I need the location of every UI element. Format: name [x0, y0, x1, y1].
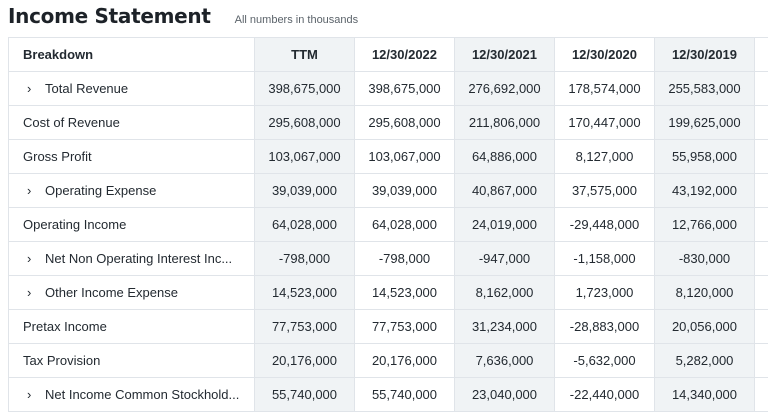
- row-label-text: Other Income Expense: [45, 285, 178, 300]
- row-label[interactable]: › Net Income Common Stockhold...: [9, 378, 255, 411]
- row-label[interactable]: › Net Non Operating Interest Inc...: [9, 242, 255, 275]
- value-cell: -830,000: [655, 242, 755, 275]
- value-cell: 55,740,000: [255, 378, 355, 411]
- column-header-2021: 12/30/2021: [455, 38, 555, 71]
- value-cell: 12,766,000: [655, 208, 755, 241]
- row-label: Operating Income: [9, 208, 255, 241]
- value-cell: -29,448,000: [555, 208, 655, 241]
- value-cell: -947,000: [455, 242, 555, 275]
- column-header-breakdown: Breakdown: [9, 38, 255, 71]
- row-label[interactable]: › Operating Expense: [9, 174, 255, 207]
- row-label-text: Net Income Common Stockhold...: [45, 387, 240, 402]
- row-label[interactable]: › Total Revenue: [9, 72, 255, 105]
- value-cell: 43,192,000: [655, 174, 755, 207]
- value-cell: 199,625,000: [655, 106, 755, 139]
- value-cell: 64,886,000: [455, 140, 555, 173]
- chevron-right-icon[interactable]: ›: [27, 81, 32, 96]
- value-cell: 276,692,000: [455, 72, 555, 105]
- row-label-text: Cost of Revenue: [23, 115, 120, 130]
- value-cell: 39,039,000: [255, 174, 355, 207]
- units-note: All numbers in thousands: [234, 14, 359, 26]
- value-cell: 23,040,000: [455, 378, 555, 411]
- row-label[interactable]: › Other Income Expense: [9, 276, 255, 309]
- value-cell: -5,632,000: [555, 344, 655, 377]
- value-cell: 77,753,000: [255, 310, 355, 343]
- table-header-row: Breakdown TTM 12/30/2022 12/30/2021 12/3…: [9, 38, 768, 72]
- value-cell: 295,608,000: [255, 106, 355, 139]
- column-header-2020: 12/30/2020: [555, 38, 655, 71]
- value-cell: 64,028,000: [255, 208, 355, 241]
- value-cell: 64,028,000: [355, 208, 455, 241]
- row-label-text: Operating Expense: [45, 183, 157, 198]
- row-label-text: Total Revenue: [45, 81, 129, 96]
- value-cell: 20,056,000: [655, 310, 755, 343]
- value-cell: 8,127,000: [555, 140, 655, 173]
- value-cell: 14,340,000: [655, 378, 755, 411]
- value-cell: 39,039,000: [355, 174, 455, 207]
- value-cell: 14,523,000: [355, 276, 455, 309]
- value-cell: 103,067,000: [355, 140, 455, 173]
- value-cell: 295,608,000: [355, 106, 455, 139]
- row-label: Pretax Income: [9, 310, 255, 343]
- value-cell: 8,162,000: [455, 276, 555, 309]
- value-cell: 14,523,000: [255, 276, 355, 309]
- value-cell: 77,753,000: [355, 310, 455, 343]
- row-label-text: Gross Profit: [23, 149, 92, 164]
- table-row: Gross Profit 103,067,000 103,067,000 64,886…: [9, 140, 768, 174]
- value-cell: 170,447,000: [555, 106, 655, 139]
- chevron-right-icon[interactable]: ›: [27, 183, 32, 198]
- value-cell: 1,723,000: [555, 276, 655, 309]
- column-header-ttm: TTM: [255, 38, 355, 71]
- table-row: Tax Provision 20,176,000 20,176,000 7,636,0…: [9, 344, 768, 378]
- value-cell: 40,867,000: [455, 174, 555, 207]
- table-row[interactable]: › Other Income Expense 14,523,000 14,523,00…: [9, 276, 768, 310]
- value-cell: -22,440,000: [555, 378, 655, 411]
- value-cell: -798,000: [355, 242, 455, 275]
- value-cell: -1,158,000: [555, 242, 655, 275]
- value-cell: 55,958,000: [655, 140, 755, 173]
- value-cell: 178,574,000: [555, 72, 655, 105]
- table-row[interactable]: › Net Income Common Stockhold... 55,740,00…: [9, 378, 768, 412]
- table-row[interactable]: › Total Revenue 398,675,000 398,675,000 276,…: [9, 72, 768, 106]
- value-cell: 211,806,000: [455, 106, 555, 139]
- chevron-right-icon[interactable]: ›: [27, 387, 32, 402]
- column-header-2019: 12/30/2019: [655, 38, 755, 71]
- table-row[interactable]: › Operating Expense 39,039,000 39,039,000 40…: [9, 174, 768, 208]
- value-cell: 31,234,000: [455, 310, 555, 343]
- value-cell: 103,067,000: [255, 140, 355, 173]
- value-cell: -28,883,000: [555, 310, 655, 343]
- row-label-text: Tax Provision: [23, 353, 101, 368]
- row-label-text: Operating Income: [23, 217, 127, 232]
- value-cell: 5,282,000: [655, 344, 755, 377]
- chevron-right-icon[interactable]: ›: [27, 285, 32, 300]
- row-label: Cost of Revenue: [9, 106, 255, 139]
- chevron-right-icon[interactable]: ›: [27, 251, 32, 266]
- value-cell: 8,120,000: [655, 276, 755, 309]
- column-header-2022: 12/30/2022: [355, 38, 455, 71]
- value-cell: 24,019,000: [455, 208, 555, 241]
- value-cell: 37,575,000: [555, 174, 655, 207]
- value-cell: 55,740,000: [355, 378, 455, 411]
- page-header: Income Statement All numbers in thousand…: [8, 4, 358, 32]
- value-cell: 7,636,000: [455, 344, 555, 377]
- page-title: Income Statement: [8, 4, 211, 28]
- table-row: Operating Income 64,028,000 64,028,000 24,0…: [9, 208, 768, 242]
- table-row[interactable]: › Net Non Operating Interest Inc... -798,0…: [9, 242, 768, 276]
- value-cell: 20,176,000: [355, 344, 455, 377]
- income-statement-table: Breakdown TTM 12/30/2022 12/30/2021 12/3…: [8, 37, 768, 412]
- table-row: Pretax Income 77,753,000 77,753,000 31,234,…: [9, 310, 768, 344]
- value-cell: -798,000: [255, 242, 355, 275]
- row-label: Tax Provision: [9, 344, 255, 377]
- row-label-text: Pretax Income: [23, 319, 107, 334]
- value-cell: 398,675,000: [255, 72, 355, 105]
- value-cell: 398,675,000: [355, 72, 455, 105]
- value-cell: 255,583,000: [655, 72, 755, 105]
- row-label: Gross Profit: [9, 140, 255, 173]
- value-cell: 20,176,000: [255, 344, 355, 377]
- row-label-text: Net Non Operating Interest Inc...: [45, 251, 233, 266]
- table-row: Cost of Revenue 295,608,000 295,608,000 211…: [9, 106, 768, 140]
